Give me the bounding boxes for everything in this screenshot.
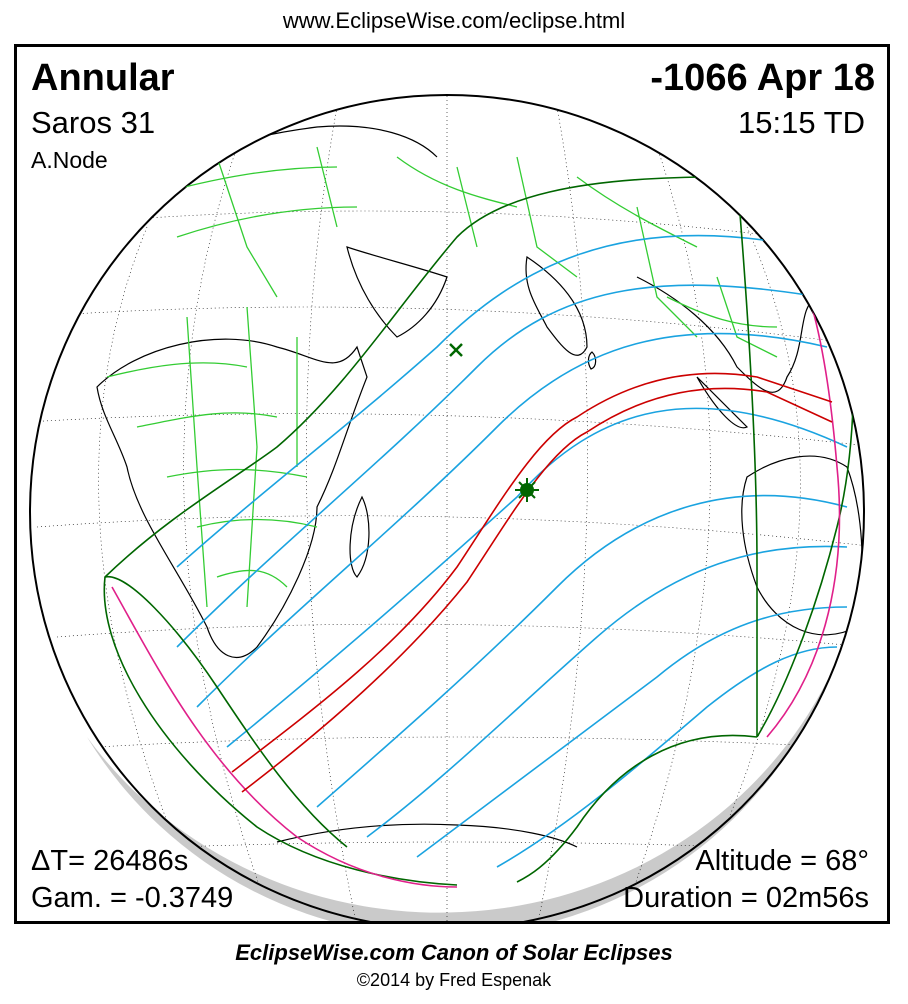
node-label: A.Node xyxy=(31,147,108,173)
eclipse-date: -1066 Apr 18 xyxy=(650,57,875,99)
australia-coast xyxy=(741,455,863,636)
subsolar-x-marker xyxy=(449,343,463,357)
eclipse-type: Annular xyxy=(31,57,175,99)
graticule xyxy=(30,95,864,921)
srilanka-coast xyxy=(587,351,597,370)
canon-title: EclipseWise.com Canon of Solar Eclipses xyxy=(235,940,673,965)
sumatra-coast xyxy=(696,376,749,429)
globe-outline xyxy=(29,94,865,921)
greatest-eclipse-star-marker xyxy=(515,478,539,502)
central-duration: Duration = 02m56s xyxy=(623,882,869,914)
eclipse-time: 15:15 TD xyxy=(738,105,865,140)
rise-set-curves xyxy=(111,206,841,888)
sun-altitude: Altitude = 68° xyxy=(695,845,869,877)
source-url: www.EclipseWise.com/eclipse.html xyxy=(282,8,626,33)
political-borders xyxy=(106,146,778,608)
annular-path-limits xyxy=(231,372,833,793)
coastlines xyxy=(96,125,863,848)
eclipse-map-panel: Annular Saros 31 A.Node -1066 Apr 18 15:… xyxy=(14,44,890,924)
delta-t: ΔT= 26486s xyxy=(31,845,189,877)
seasia-coast xyxy=(636,276,818,393)
arabia-coast xyxy=(346,246,448,338)
madagascar-coast xyxy=(349,495,370,578)
saros-number: Saros 31 xyxy=(31,105,156,140)
gamma-value: Gam. = -0.3749 xyxy=(31,882,234,914)
antarctica-coast xyxy=(276,823,578,848)
partial-magnitude-curves xyxy=(176,234,848,868)
india-coast xyxy=(525,255,588,356)
globe-map xyxy=(29,94,865,921)
europe-coast xyxy=(136,125,438,198)
africa-coast xyxy=(96,338,368,658)
copyright: ©2014 by Fred Espenak xyxy=(356,970,552,990)
